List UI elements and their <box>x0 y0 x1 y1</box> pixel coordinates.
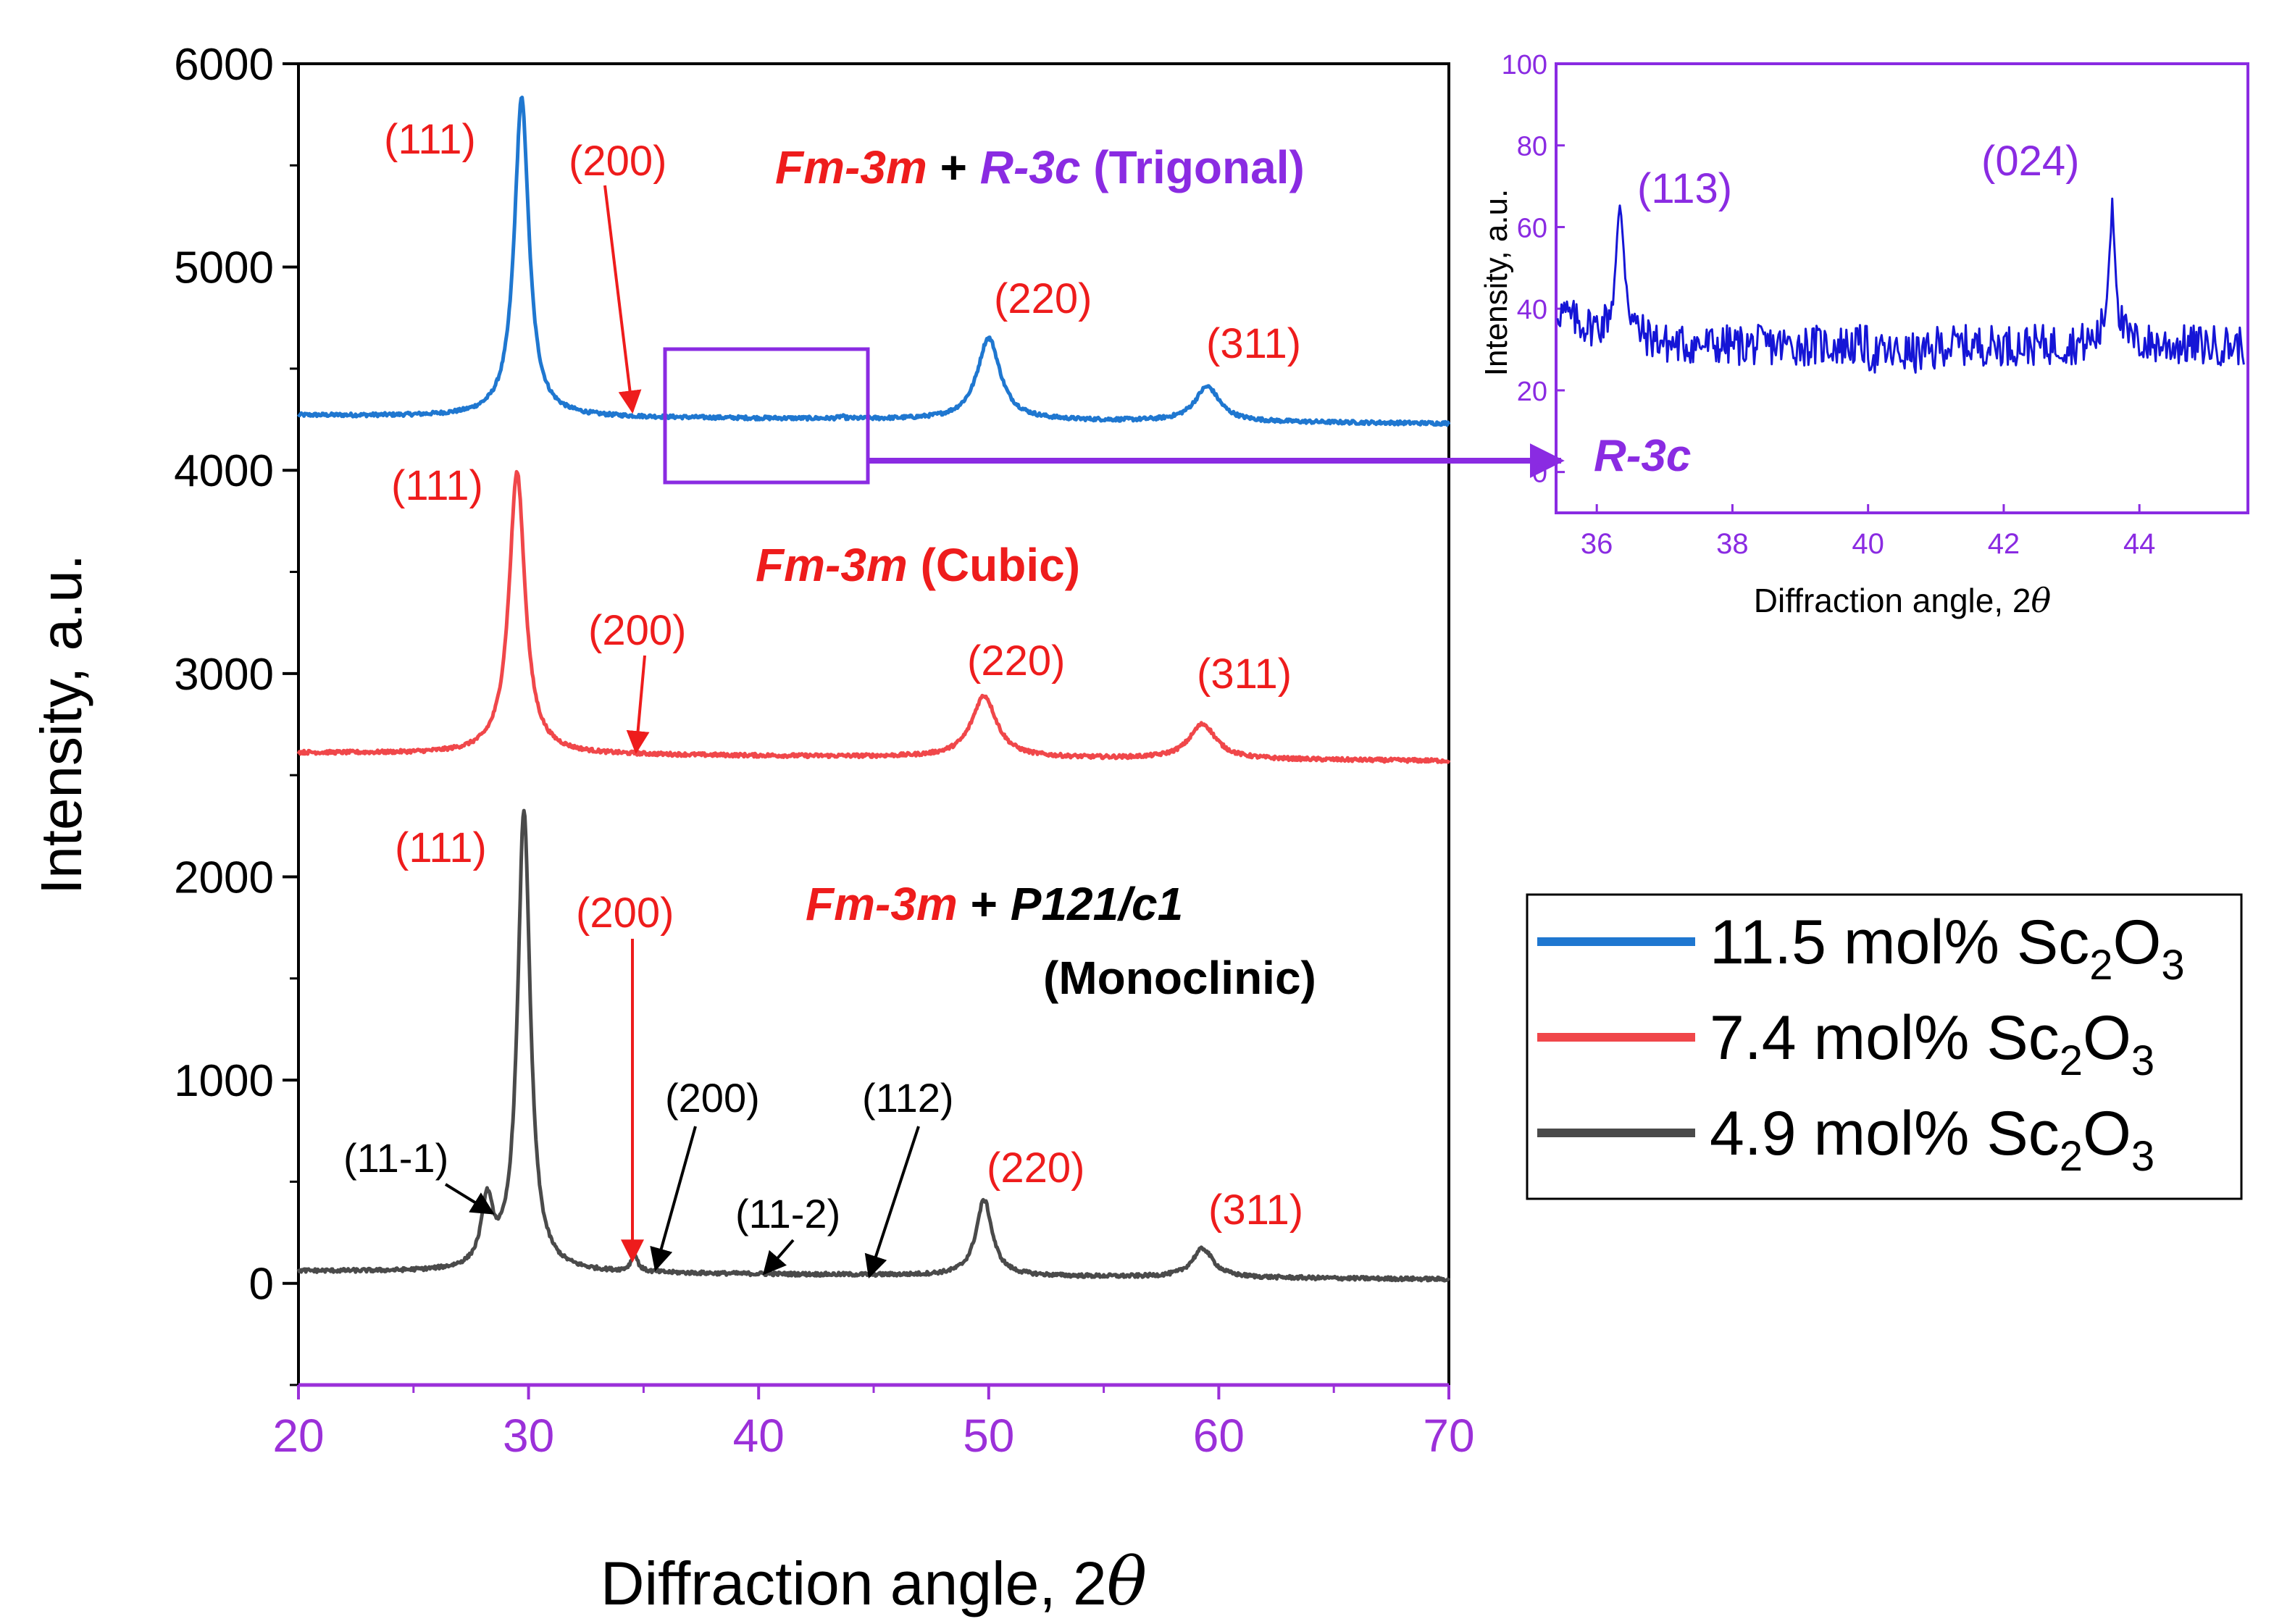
series-line-0 <box>296 96 1451 427</box>
inset-y-ticks: 0 20 40 60 80 100 <box>1502 50 1565 489</box>
main-x-axis-title: Diffraction angle, 2θ <box>601 1543 1147 1620</box>
bot-label-200: (200) <box>576 890 674 937</box>
bot-phase-mono: (Monoclinic) <box>1043 952 1316 1004</box>
mid-arrow-200 <box>626 655 650 755</box>
main-x-tick-label: 70 <box>1423 1410 1474 1462</box>
inset-x-ticks: 36 38 40 42 44 <box>1581 504 2156 560</box>
inset-x-axis-title: Diffraction angle, 2θ <box>1754 581 2051 620</box>
main-x-tick-label: 60 <box>1193 1410 1245 1462</box>
mid-label-111: (111) <box>391 462 483 509</box>
inset-x-tick-label: 42 <box>1988 528 2020 560</box>
inset-series-line <box>1556 197 2245 374</box>
main-x-tick-label: 50 <box>963 1410 1014 1462</box>
bot-label-111: (111) <box>395 824 487 871</box>
main-y-tick-label: 2000 <box>174 853 274 903</box>
mid-label-200: (200) <box>588 607 686 654</box>
main-y-tick-label: 6000 <box>174 40 274 90</box>
legend-label-2: 4.9 mol% Sc2O3 <box>1710 1099 2154 1180</box>
top-phase-label: Fm-3m + R-3c (Trigonal) <box>775 141 1305 193</box>
mid-label-311: (311) <box>1197 650 1292 698</box>
inset-y-tick-label: 0 <box>1532 459 1547 489</box>
inset-y-tick-label: 20 <box>1517 377 1547 407</box>
mid-label-220: (220) <box>967 637 1065 685</box>
bot-label-11-2: (11-2) <box>735 1191 840 1236</box>
inset-y-axis-title: Intensity, a.u. <box>1479 189 1514 376</box>
inset-y-tick-label: 40 <box>1517 295 1547 325</box>
top-label-200: (200) <box>569 138 666 185</box>
inset-y-tick-label: 100 <box>1502 50 1547 80</box>
inset-label-024: (024) <box>1981 138 2079 185</box>
bot-label-311: (311) <box>1208 1186 1303 1234</box>
inset-x-tick-label: 38 <box>1716 528 1749 560</box>
bot-label-11-1: (11-1) <box>343 1135 448 1181</box>
bot-label-m200: (200) <box>665 1075 760 1121</box>
bot-arrow-11-1 <box>444 1183 495 1215</box>
top-arrow-200 <box>603 185 642 414</box>
bot-arrow-m200 <box>650 1126 697 1272</box>
inset-x-tick-label: 36 <box>1581 528 1613 560</box>
inset-series-group <box>1556 197 2245 374</box>
main-x-tick-label: 40 <box>733 1410 785 1462</box>
bot-arrow-11-2 <box>762 1239 795 1276</box>
inset-frame <box>1555 62 2249 514</box>
inset-x-tick-label: 44 <box>2123 528 2156 560</box>
legend-label-0: 11.5 mol% Sc2O3 <box>1710 908 2185 989</box>
inset-y-tick-label: 80 <box>1517 132 1547 162</box>
main-y-ticks: 0 1000 2000 3000 4000 5000 6000 <box>174 40 298 1386</box>
connector-label-r3c: R-3c <box>1594 431 1691 481</box>
inset-x-tick-label: 40 <box>1852 528 1884 560</box>
top-label-111: (111) <box>384 116 476 163</box>
main-y-axis-title: Intensity, a.u. <box>29 554 93 895</box>
bot-arrow-112 <box>864 1126 920 1279</box>
inset-plot: 0 20 40 60 80 100 36 38 40 42 44 (113) (024) Diff… <box>1479 50 2249 620</box>
main-x-ticks: 20 30 40 50 60 70 <box>272 1385 1475 1462</box>
legend: 11.5 mol% Sc2O3 7.4 mol% Sc2O3 4.9 mol% Sc… <box>1526 893 2243 1200</box>
series-line-1 <box>296 469 1451 764</box>
main-x-tick-label: 30 <box>503 1410 554 1462</box>
top-label-311: (311) <box>1206 320 1301 367</box>
bot-label-220: (220) <box>987 1144 1084 1192</box>
inset-region-box <box>663 347 870 485</box>
bot-label-112: (112) <box>862 1075 954 1121</box>
main-y-tick-label: 3000 <box>174 650 274 700</box>
main-y-tick-label: 4000 <box>174 446 274 496</box>
main-y-tick-label: 5000 <box>174 243 274 293</box>
mid-phase-label: Fm-3m (Cubic) <box>756 539 1080 591</box>
inset-label-113: (113) <box>1637 165 1732 212</box>
top-label-220: (220) <box>994 275 1092 322</box>
main-y-tick-label: 1000 <box>174 1056 274 1106</box>
legend-label-1: 7.4 mol% Sc2O3 <box>1710 1003 2154 1084</box>
main-y-tick-label: 0 <box>249 1260 274 1310</box>
main-x-tick-label: 20 <box>272 1410 324 1462</box>
bot-phase-label: Fm-3m + P121/c1 <box>806 878 1183 930</box>
inset-y-tick-label: 60 <box>1517 213 1547 243</box>
